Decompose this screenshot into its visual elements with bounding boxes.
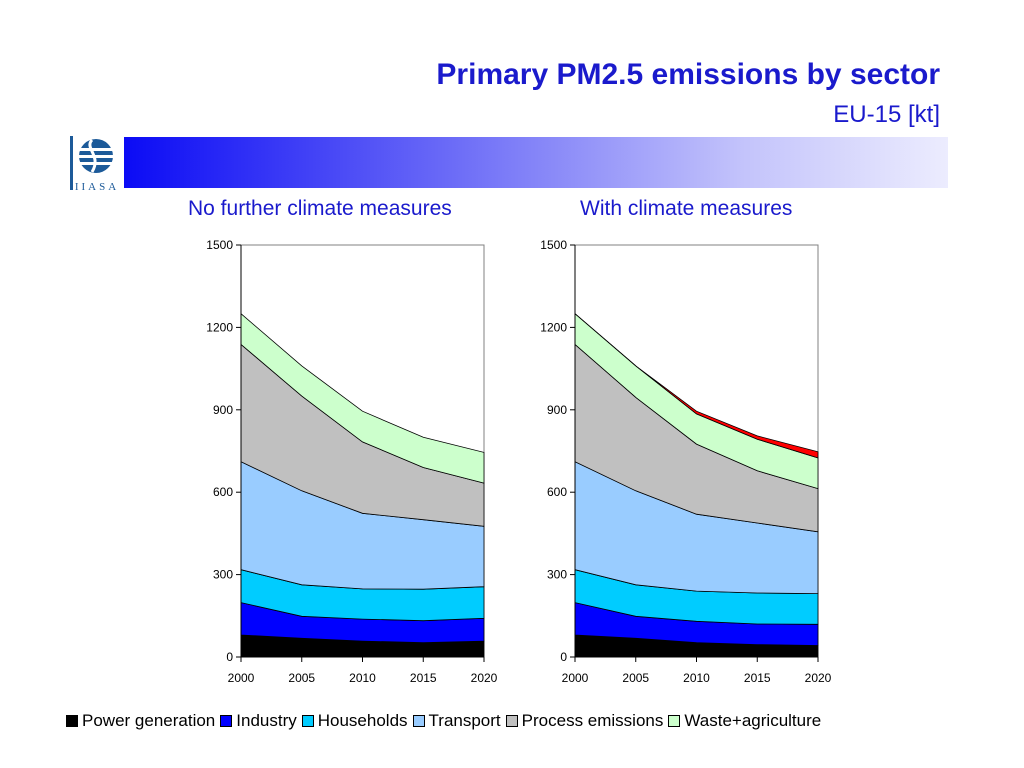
area-unlabeled-6 xyxy=(574,313,819,459)
legend-swatch xyxy=(220,715,233,727)
legend-swatch xyxy=(505,715,518,727)
header-gradient-band xyxy=(124,137,948,188)
legend-item-waste-agriculture: Waste+agriculture xyxy=(668,711,821,731)
legend-label: Power generation xyxy=(82,711,216,730)
y-tick-label: 900 xyxy=(213,403,233,417)
y-tick-label: 0 xyxy=(226,650,233,664)
x-tick-label: 2020 xyxy=(471,671,498,685)
y-tick-label: 600 xyxy=(547,485,567,499)
iiasa-globe-icon: IIASA xyxy=(70,136,119,193)
y-tick-label: 300 xyxy=(213,568,233,582)
area-waste-agriculture xyxy=(240,312,485,484)
slide-subtitle: EU-15 [kt] xyxy=(833,101,940,128)
x-tick-label: 2010 xyxy=(683,671,710,685)
chart-1-title: No further climate measures xyxy=(188,197,452,220)
legend-item-transport: Transport xyxy=(412,711,501,731)
chart-2: 0 300 600 900 1200 1500 2000 2005 2010 2015 2020 xyxy=(540,238,831,685)
legend-swatch xyxy=(668,715,681,727)
x-tick-label: 2015 xyxy=(744,671,771,685)
y-tick-label: 0 xyxy=(560,650,567,664)
y-tick-label: 1500 xyxy=(206,238,233,252)
y-tick-label: 1200 xyxy=(540,320,567,334)
charts-canvas: 0 300 600 900 1200 1500 2000 2005 2010 2015 2020 0 3… xyxy=(206,238,831,685)
legend-label: Households xyxy=(317,711,408,730)
legend-item-industry: Industry xyxy=(220,711,297,731)
chart-2-title: With climate measures xyxy=(580,197,793,220)
x-tick-label: 2020 xyxy=(805,671,832,685)
x-tick-label: 2015 xyxy=(410,671,437,685)
legend-item-households: Households xyxy=(301,711,408,731)
x-tick-label: 2010 xyxy=(349,671,376,685)
legend-label: Waste+agriculture xyxy=(684,711,822,730)
y-tick-label: 900 xyxy=(547,403,567,417)
x-tick-label: 2005 xyxy=(622,671,649,685)
y-tick-label: 1200 xyxy=(206,320,233,334)
chart-legend: Power generation Industry Households Transp… xyxy=(66,710,826,732)
x-tick-label: 2000 xyxy=(562,671,589,685)
x-tick-label: 2005 xyxy=(288,671,315,685)
x-tick-label: 2000 xyxy=(228,671,255,685)
chart-1: 0 300 600 900 1200 1500 2000 2005 2010 2015 2020 xyxy=(206,238,497,685)
slide-title: Primary PM2.5 emissions by sector xyxy=(436,58,940,91)
y-tick-label: 600 xyxy=(213,485,233,499)
legend-swatch xyxy=(66,715,78,727)
legend-swatch xyxy=(412,715,425,727)
y-tick-label: 1500 xyxy=(540,238,567,252)
iiasa-logo: IIASA xyxy=(70,134,122,193)
iiasa-logo-text: IIASA xyxy=(75,181,119,192)
legend-label: Transport xyxy=(428,711,501,730)
y-tick-label: 300 xyxy=(547,568,567,582)
legend-item-power-generation: Power generation xyxy=(66,711,215,731)
legend-item-process-emissions: Process emissions xyxy=(505,711,664,731)
legend-label: Process emissions xyxy=(521,711,664,730)
legend-label: Industry xyxy=(236,711,297,730)
legend-swatch xyxy=(301,715,314,727)
